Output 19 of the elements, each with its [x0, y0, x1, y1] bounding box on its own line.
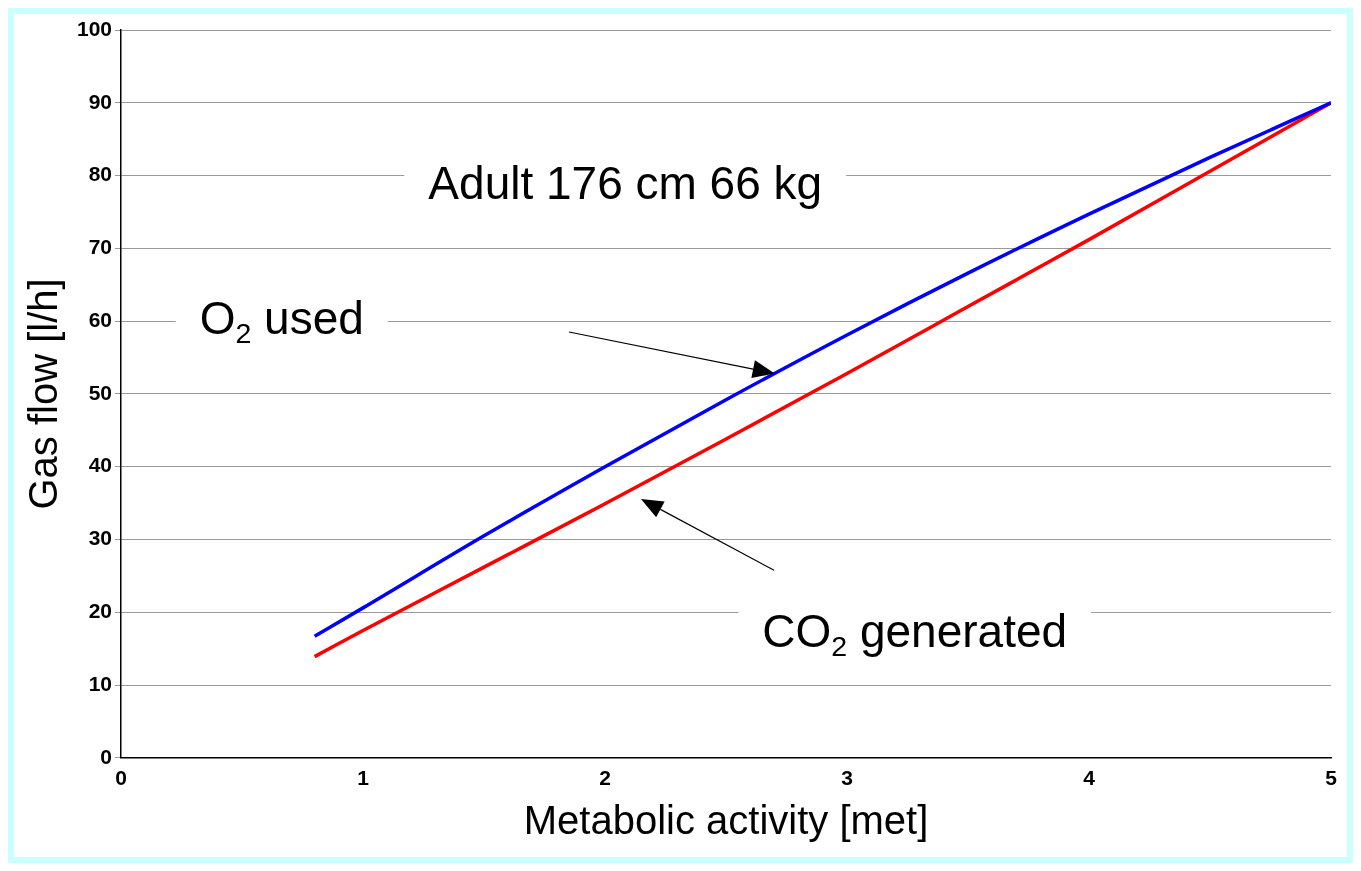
y-tick-label: 0: [100, 744, 113, 768]
x-tick-label: 5: [1325, 766, 1338, 790]
y-tick-label: 30: [88, 526, 113, 550]
annotation: Adult 176 cm 66 kg: [428, 157, 823, 210]
y-tick-label: 70: [88, 235, 113, 259]
y-tick-label: 50: [88, 380, 113, 404]
x-axis-title: Metabolic activity [met]: [523, 798, 929, 843]
x-tick-label: 4: [1083, 766, 1096, 790]
y-tick-label: 100: [76, 16, 113, 40]
y-tick-label: 40: [88, 453, 113, 477]
x-tick-label: 2: [599, 766, 611, 790]
y-tick-label: 10: [88, 671, 113, 695]
x-tick-label: 3: [841, 766, 853, 790]
y-tick-label: 90: [88, 89, 113, 113]
x-tick-label: 1: [357, 766, 370, 790]
y-tick-label: 60: [88, 307, 113, 331]
y-tick-label: 20: [88, 599, 113, 623]
y-axis-title: Gas flow [l/h]: [21, 278, 66, 510]
y-tick-label: 80: [88, 162, 113, 186]
